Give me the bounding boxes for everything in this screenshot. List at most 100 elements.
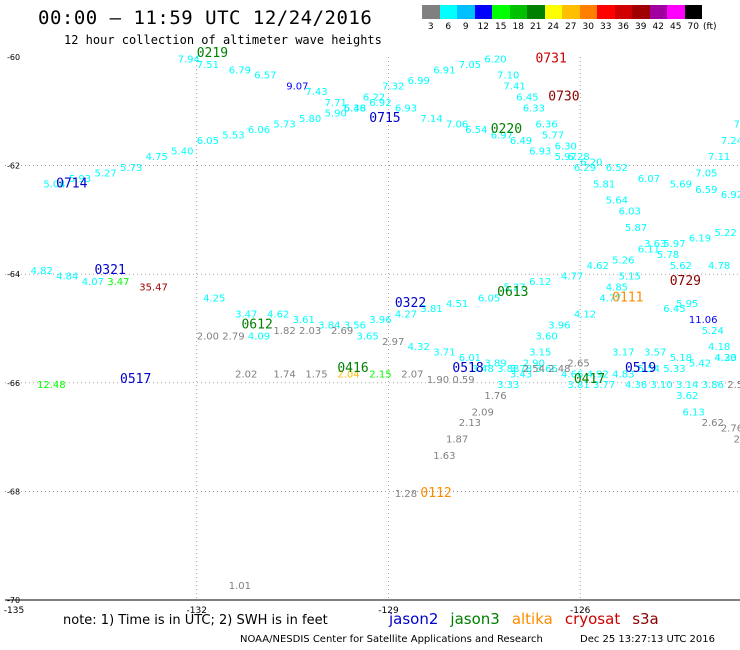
legend-swatch bbox=[614, 5, 632, 19]
track-time-label: 0730 bbox=[548, 89, 579, 104]
legend-swatch bbox=[649, 5, 667, 19]
satellite-s3a: s3a bbox=[632, 610, 659, 628]
legend-label: 39 bbox=[635, 22, 647, 32]
legend-label: 27 bbox=[565, 22, 577, 32]
wave-height-value: 6.20 bbox=[484, 54, 506, 65]
color-legend: 3 6 9 12 15 18 21 24 27 30 33 36 39 42 45 70 (ft) bbox=[422, 5, 717, 32]
wave-height-value: 3.65 bbox=[357, 331, 379, 342]
wave-height-value: 3.10 bbox=[651, 380, 673, 391]
satellite-legend: jason2 jason3 altika cryosat s3a bbox=[389, 610, 671, 628]
wave-height-value: 6.29 bbox=[574, 163, 596, 174]
legend-label: 6 bbox=[445, 22, 452, 32]
wave-height-value: 4.77 bbox=[599, 293, 621, 304]
x-tick-label: -135 bbox=[4, 606, 24, 616]
wave-height-value: 3.88 bbox=[497, 364, 519, 375]
wave-height-value: 1.63 bbox=[433, 451, 455, 462]
wave-height-value: 5.62 bbox=[670, 261, 692, 272]
wave-height-value: 5.33 bbox=[663, 364, 685, 375]
wave-height-value: 6.30 bbox=[555, 141, 577, 152]
wave-height-value: 4.27 bbox=[395, 310, 417, 321]
wave-height-value: 5.26 bbox=[612, 255, 634, 266]
track-time-label: 0220 bbox=[491, 122, 522, 137]
x-tick-label: -132 bbox=[187, 606, 207, 616]
track-time-label: 0518 bbox=[452, 361, 483, 376]
wave-height-value: 5.69 bbox=[670, 179, 692, 190]
wave-height-value: 6.57 bbox=[254, 71, 276, 82]
wave-height-value: 3.62 bbox=[676, 391, 698, 402]
wave-height-value: 1.01 bbox=[229, 581, 251, 592]
legend-swatch bbox=[509, 5, 527, 19]
wave-height-value: 6.06 bbox=[248, 125, 270, 136]
track-time-label: 0731 bbox=[535, 51, 566, 66]
legend-bin: 30 bbox=[579, 5, 597, 32]
track-time-label: 0416 bbox=[337, 361, 368, 376]
y-tick-label: -64 bbox=[7, 270, 20, 279]
wave-height-value: 2.07 bbox=[401, 369, 423, 380]
legend-swatch bbox=[474, 5, 492, 19]
track-time-label: 0417 bbox=[574, 372, 605, 387]
wave-height-value: 3.81 bbox=[567, 380, 589, 391]
wave-height-value: 4.51 bbox=[446, 299, 468, 310]
wave-height-value: 7.43 bbox=[305, 87, 327, 98]
wave-height-value: 4.32 bbox=[408, 342, 430, 353]
track-time-label: 0111 bbox=[612, 290, 643, 305]
x-tick-label: -126 bbox=[570, 606, 591, 616]
track-time-label: 0715 bbox=[369, 111, 400, 126]
wave-height-value: 6.49 bbox=[510, 136, 532, 147]
wave-height-value: 4.12 bbox=[574, 310, 596, 321]
wave-height-value: 3.14 bbox=[676, 380, 698, 391]
wave-height-value: 5.93 bbox=[69, 174, 91, 185]
wave-height-value: 1.90 bbox=[427, 375, 449, 386]
wave-height-value: 11.06 bbox=[689, 315, 718, 326]
wave-height-value: 4.66 bbox=[561, 369, 583, 380]
wave-height-value: 2.09 bbox=[472, 407, 494, 418]
satellite-jason3: jason3 bbox=[450, 610, 500, 628]
legend-unit: (ft) bbox=[703, 22, 717, 32]
wave-height-value: 7.42 bbox=[734, 120, 740, 131]
legend-label: 30 bbox=[582, 22, 594, 32]
wave-height-value: 7.51 bbox=[197, 60, 219, 71]
track-time-label: 0519 bbox=[625, 361, 656, 376]
wave-height-value: 7.14 bbox=[420, 114, 442, 125]
wave-height-value: 5.24 bbox=[702, 326, 724, 337]
wave-height-value: 2.65 bbox=[567, 359, 589, 370]
legend-swatch bbox=[579, 5, 597, 19]
wave-height-value: 2.69 bbox=[331, 326, 353, 337]
y-tick-label: -62 bbox=[7, 162, 20, 171]
wave-height-value: 6.33 bbox=[523, 103, 545, 114]
wave-height-value: 7.32 bbox=[382, 82, 404, 93]
wave-height-value: 6.97 bbox=[491, 130, 513, 141]
wave-height-value: 4.20 bbox=[714, 353, 736, 364]
wave-height-value: 7.11 bbox=[708, 152, 730, 163]
wave-height-value: 5.64 bbox=[606, 196, 628, 207]
satellite-jason2: jason2 bbox=[389, 610, 439, 628]
legend-bin: 70 bbox=[684, 5, 702, 32]
wave-height-value: 1.76 bbox=[484, 391, 506, 402]
wave-height-value: 2.00 bbox=[197, 331, 219, 342]
wave-height-value: 4.77 bbox=[561, 272, 583, 283]
wave-height-value: 5.73 bbox=[273, 120, 295, 131]
wave-height-value: 5.38 bbox=[344, 103, 366, 114]
wave-height-value: 3.63 bbox=[644, 239, 666, 250]
wave-height-value: 3.66 bbox=[535, 364, 557, 375]
wave-height-value: 3.89 bbox=[484, 359, 506, 370]
legend-bin: 36 bbox=[614, 5, 632, 32]
wave-height-value: 5.81 bbox=[593, 179, 615, 190]
wave-height-value: 1.87 bbox=[446, 435, 468, 446]
wave-height-value: 2.90 bbox=[523, 359, 545, 370]
wave-height-value: 6.28 bbox=[567, 152, 589, 163]
wave-height-value: 4.62 bbox=[267, 310, 289, 321]
legend-swatch bbox=[527, 5, 545, 19]
wave-height-value: 3.77 bbox=[593, 380, 615, 391]
legend-swatch bbox=[667, 5, 685, 19]
wave-height-value: 4.07 bbox=[82, 277, 104, 288]
wave-height-value: 3.84 bbox=[318, 321, 340, 332]
wave-height-value: 5.80 bbox=[299, 114, 321, 125]
wave-height-value: 1.28 bbox=[395, 489, 417, 500]
wave-height-value: 3.47 bbox=[235, 310, 257, 321]
legend-bin: 24 bbox=[544, 5, 562, 32]
wave-height-value: 35.47 bbox=[139, 282, 168, 293]
wave-height-value: 4.18 bbox=[708, 342, 730, 353]
legend-bin: 9 bbox=[457, 5, 475, 32]
legend-bin: 39 bbox=[632, 5, 650, 32]
